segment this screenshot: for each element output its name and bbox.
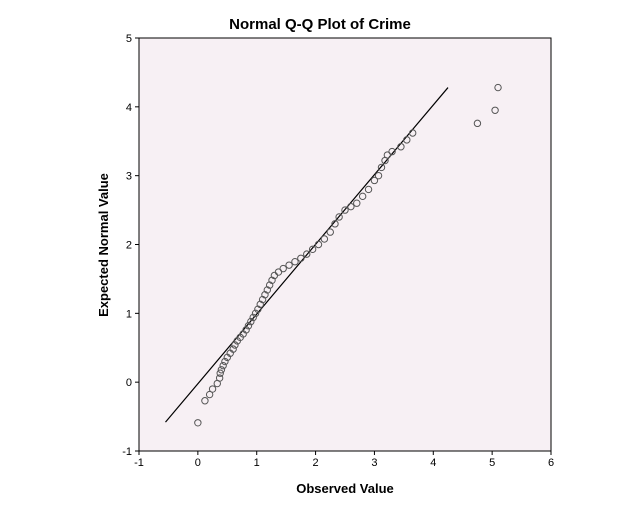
x-tick-label: 2 (313, 457, 319, 469)
data-point (388, 147, 396, 156)
data-point (374, 171, 383, 180)
data-point (331, 220, 339, 228)
data-point (242, 326, 250, 334)
data-point (205, 390, 214, 399)
data-point (303, 250, 311, 258)
y-tick-label: 5 (126, 33, 132, 45)
x-tick-label: 0 (195, 457, 201, 469)
y-axis-label: Expected Normal Value (96, 173, 111, 317)
data-point (320, 235, 329, 243)
data-point (291, 258, 299, 266)
data-point (208, 385, 217, 393)
y-tick-label: 1 (126, 308, 132, 320)
data-point (335, 213, 343, 221)
data-point (297, 254, 305, 262)
y-tick-label: 0 (126, 377, 132, 389)
data-point (308, 245, 317, 254)
data-point (326, 228, 334, 236)
x-tick-label: 1 (254, 457, 260, 469)
data-point (314, 240, 323, 249)
chart-title: Normal Q-Q Plot of Crime (229, 16, 411, 33)
data-point (244, 322, 253, 330)
y-tick-label: 4 (126, 102, 132, 114)
data-point (274, 268, 283, 276)
data-point (347, 202, 355, 211)
x-tick-label: 3 (371, 457, 377, 469)
data-point (473, 119, 482, 128)
data-point (247, 317, 255, 326)
data-point (221, 357, 229, 366)
data-point (249, 313, 257, 322)
data-point (216, 369, 224, 377)
data-point (353, 199, 361, 207)
y-axis-ticks: -1 0 1 2 3 4 5 (122, 33, 139, 458)
data-point (377, 163, 386, 172)
x-tick-label: 4 (430, 457, 436, 469)
data-point (201, 397, 209, 405)
data-point (408, 129, 417, 137)
x-tick-label: 6 (548, 457, 554, 469)
data-point (341, 206, 349, 214)
data-points (194, 83, 502, 427)
data-point (383, 151, 392, 159)
data-point (494, 83, 502, 92)
data-point (217, 366, 226, 374)
data-point (219, 361, 227, 370)
x-tick-label: -1 (134, 457, 144, 469)
data-point (194, 419, 202, 427)
data-point (364, 185, 373, 194)
data-point (251, 309, 260, 318)
data-point (358, 192, 367, 201)
data-point (215, 374, 224, 382)
x-tick-label: 5 (489, 457, 495, 469)
plot-area (138, 37, 552, 452)
x-axis-label: Observed Value (296, 481, 394, 496)
data-point (285, 261, 293, 269)
data-point (397, 143, 405, 151)
data-point (491, 106, 499, 114)
y-tick-label: 3 (126, 171, 132, 183)
data-point (229, 345, 237, 353)
data-point (403, 136, 411, 144)
y-tick-label: 2 (126, 240, 132, 252)
y-tick-label: -1 (122, 446, 132, 458)
x-axis-ticks: -1 0 1 2 3 4 5 6 (134, 451, 554, 469)
data-point (279, 264, 287, 273)
data-point (231, 341, 239, 349)
data-point (370, 176, 379, 185)
